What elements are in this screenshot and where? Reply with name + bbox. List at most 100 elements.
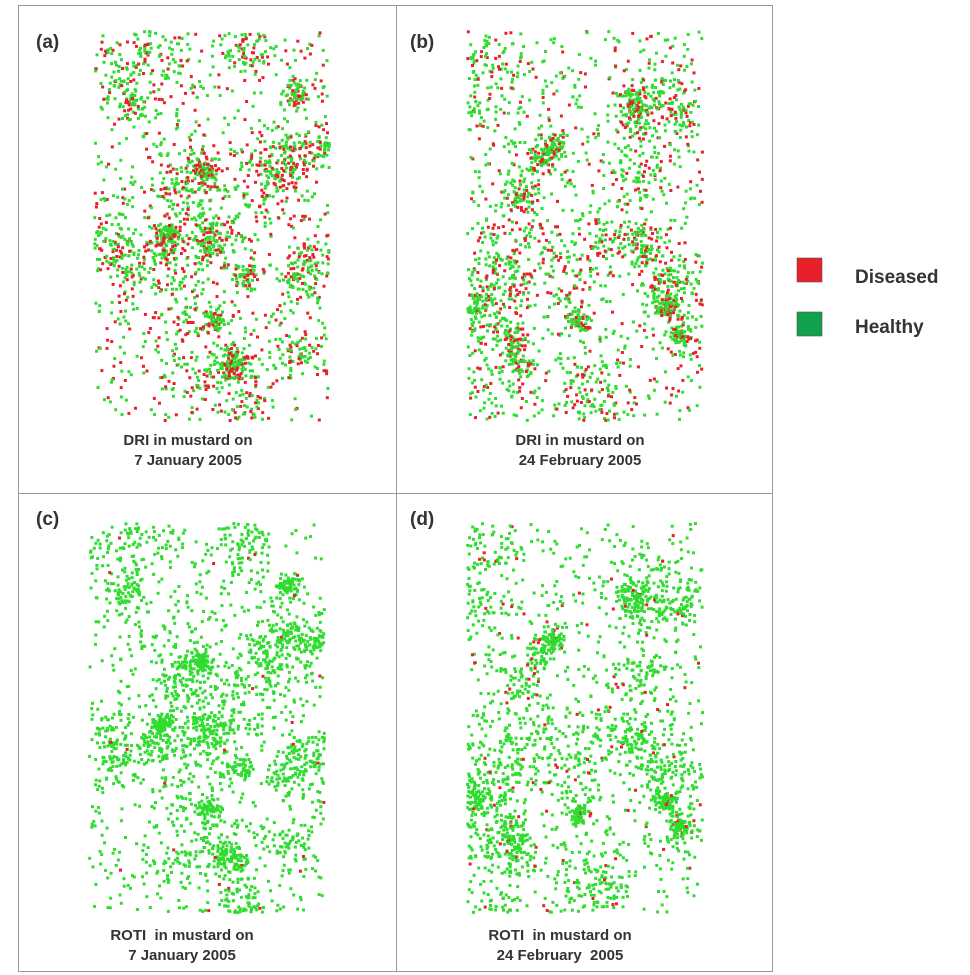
pixel [694,339,697,342]
pixel [653,173,656,176]
pixel [238,374,241,377]
pixel [472,200,475,203]
pixel [317,319,320,322]
pixel [631,101,634,104]
pixel [258,131,261,134]
pixel [473,252,476,255]
pixel [481,307,484,310]
pixel [517,350,520,353]
pixel [509,31,512,34]
pixel [110,128,113,131]
pixel [114,168,117,171]
pixel [175,257,178,260]
pixel [231,300,234,303]
pixel [251,394,254,397]
pixel [591,247,594,250]
pixel [212,239,215,242]
pixel [168,224,171,227]
pixel [130,176,133,179]
pixel [695,278,698,281]
pixel [508,232,511,235]
pixel [698,255,701,258]
pixel [300,50,303,53]
pixel [476,271,479,274]
pixel [558,402,561,405]
pixel [294,168,297,171]
pixel [240,162,243,165]
pixel [240,148,243,151]
pixel [522,355,525,358]
pixel [126,278,129,281]
pixel [275,379,278,382]
pixel [661,347,664,350]
pixel [284,151,287,154]
pixel [526,333,529,336]
pixel [182,356,185,359]
pixel [573,254,576,257]
pixel [268,217,271,220]
pixel [634,121,637,124]
pixel [181,237,184,240]
pixel [476,390,479,393]
pixel [485,276,488,279]
pixel [204,182,207,185]
pixel [539,267,542,270]
pixel [269,233,272,236]
pixel [262,268,265,271]
pixel [218,34,221,37]
pixel [652,334,655,337]
pixel [547,153,550,156]
pixel [209,372,212,375]
pixel [166,171,169,174]
pixel [187,160,190,163]
pixel [564,327,567,330]
pixel [243,55,246,58]
pixel [511,228,514,231]
pixel [246,274,249,277]
pixel [120,395,123,398]
pixel [230,347,233,350]
pixel [213,86,216,89]
pixel [691,271,694,274]
pixel [674,123,677,126]
pixel [506,71,509,74]
pixel [311,195,314,198]
pixel [651,232,654,235]
pixel [201,221,204,224]
pixel [211,408,214,411]
pixel [526,152,529,155]
pixel [513,345,516,348]
pixel [240,234,243,237]
pixel [507,173,510,176]
pixel [320,79,323,82]
pixel [608,199,611,202]
pixel [312,256,315,259]
pixel [148,120,151,123]
pixel [180,170,183,173]
pixel [157,88,160,91]
pixel [291,99,294,102]
pixel [487,398,490,401]
pixel [478,307,481,310]
pixel [290,158,293,161]
pixel [102,34,105,37]
pixel [119,159,122,162]
pixel [285,141,288,144]
pixel [309,141,312,144]
pixel [254,211,257,214]
pixel [314,282,317,285]
pixel [162,177,165,180]
pixel [125,299,128,302]
pixel [658,246,661,249]
pixel [179,329,182,332]
pixel [207,315,210,318]
pixel [506,181,509,184]
pixel [126,296,129,299]
pixel [244,284,247,287]
pixel [609,272,612,275]
pixel [503,197,506,200]
pixel [174,228,177,231]
pixel [635,330,638,333]
pixel [207,118,210,121]
pixel [316,146,319,149]
